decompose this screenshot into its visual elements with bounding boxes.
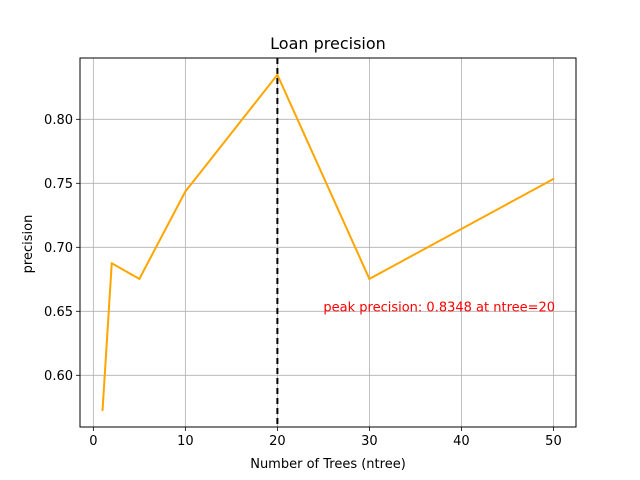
- x-axis-title: Number of Trees (ntree): [250, 457, 406, 472]
- y-tick-label: 0.65: [44, 305, 73, 320]
- y-axis-title: precision: [21, 215, 36, 274]
- precision-data-point: [276, 73, 279, 76]
- x-tick-label: 20: [269, 434, 286, 449]
- precision-data-point: [552, 177, 555, 180]
- precision-data-point: [138, 277, 141, 280]
- ticks: 0 10 20 30 40 50 0.60 0.65 0.70 0.75 0.80: [44, 113, 562, 449]
- y-tick-label: 0.80: [44, 113, 73, 128]
- y-tick-label: 0.60: [44, 369, 73, 384]
- precision-data-point: [110, 262, 113, 265]
- chart-title: Loan precision: [270, 34, 386, 53]
- precision-data-point: [368, 277, 371, 280]
- y-tick-label: 0.75: [44, 177, 73, 192]
- y-tick-label: 0.70: [44, 241, 73, 256]
- plot-frame: [79, 57, 577, 428]
- x-tick-label: 10: [177, 434, 194, 449]
- x-tick-label: 0: [89, 434, 97, 449]
- x-tick-label: 50: [545, 434, 562, 449]
- precision-data-point: [184, 190, 187, 193]
- x-tick-label: 30: [361, 434, 378, 449]
- x-tick-label: 40: [453, 434, 470, 449]
- precision-data-point: [101, 409, 104, 412]
- peak-annotation: peak precision: 0.8348 at ntree=20: [323, 300, 555, 315]
- series-layer: [101, 73, 555, 412]
